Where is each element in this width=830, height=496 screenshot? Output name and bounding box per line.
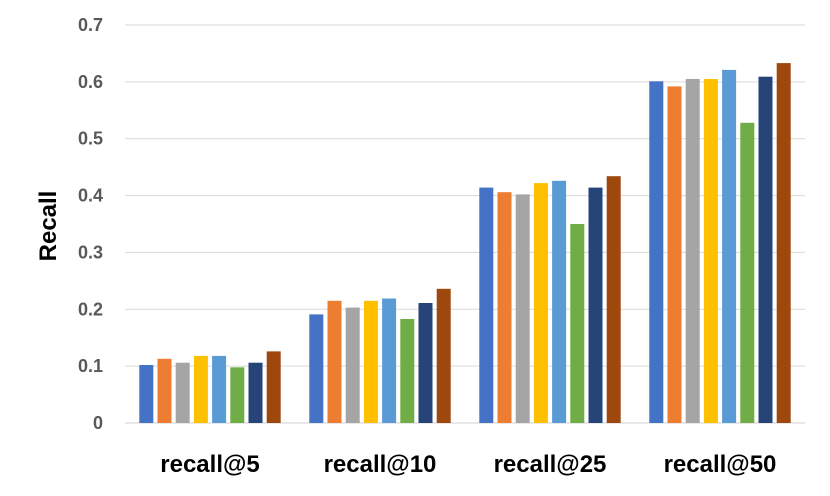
y-axis-ticks: 0 0.1 0.2 0.3 0.4 0.5 0.6 0.7 — [78, 15, 103, 433]
y-tick-label: 0.4 — [78, 186, 103, 206]
bar — [266, 351, 281, 423]
bar — [139, 365, 154, 423]
bar — [515, 194, 530, 423]
x-tick-label: recall@5 — [160, 451, 259, 478]
bar — [345, 307, 360, 423]
bar — [570, 224, 585, 423]
y-tick-label: 0.6 — [78, 72, 103, 92]
y-tick-label: 0.5 — [78, 129, 103, 149]
bar — [157, 358, 172, 423]
bar — [418, 303, 433, 423]
bar — [758, 76, 773, 423]
x-axis-ticks: recall@5 recall@10 recall@25 recall@50 — [160, 451, 776, 478]
bar — [497, 192, 512, 423]
bar — [436, 288, 451, 423]
bar — [479, 187, 494, 423]
y-tick-label: 0.7 — [78, 15, 103, 35]
bar — [230, 367, 245, 423]
x-tick-label: recall@25 — [494, 451, 607, 478]
y-tick-label: 0 — [93, 413, 103, 433]
bar — [588, 187, 603, 423]
bar — [175, 362, 190, 423]
y-axis-title: Recall — [35, 191, 62, 262]
bar — [382, 298, 397, 423]
bar — [722, 69, 737, 424]
bar — [248, 362, 263, 423]
gridlines — [125, 24, 805, 424]
bar — [685, 79, 700, 423]
bar — [533, 183, 548, 423]
bars — [139, 63, 791, 424]
bar — [776, 63, 791, 423]
bar — [212, 355, 227, 423]
bar — [606, 176, 621, 423]
bar — [667, 86, 682, 424]
bar — [703, 79, 718, 423]
bar — [552, 180, 567, 423]
bar — [193, 355, 208, 423]
y-tick-label: 0.3 — [78, 242, 103, 262]
bar — [309, 314, 324, 423]
bar — [740, 122, 755, 424]
bar — [363, 300, 378, 423]
x-tick-label: recall@10 — [324, 451, 437, 478]
bar — [327, 300, 342, 423]
bar — [649, 81, 664, 424]
y-tick-label: 0.1 — [78, 356, 103, 376]
y-tick-label: 0.2 — [78, 299, 103, 319]
bar — [400, 319, 415, 423]
x-tick-label: recall@50 — [664, 451, 777, 478]
